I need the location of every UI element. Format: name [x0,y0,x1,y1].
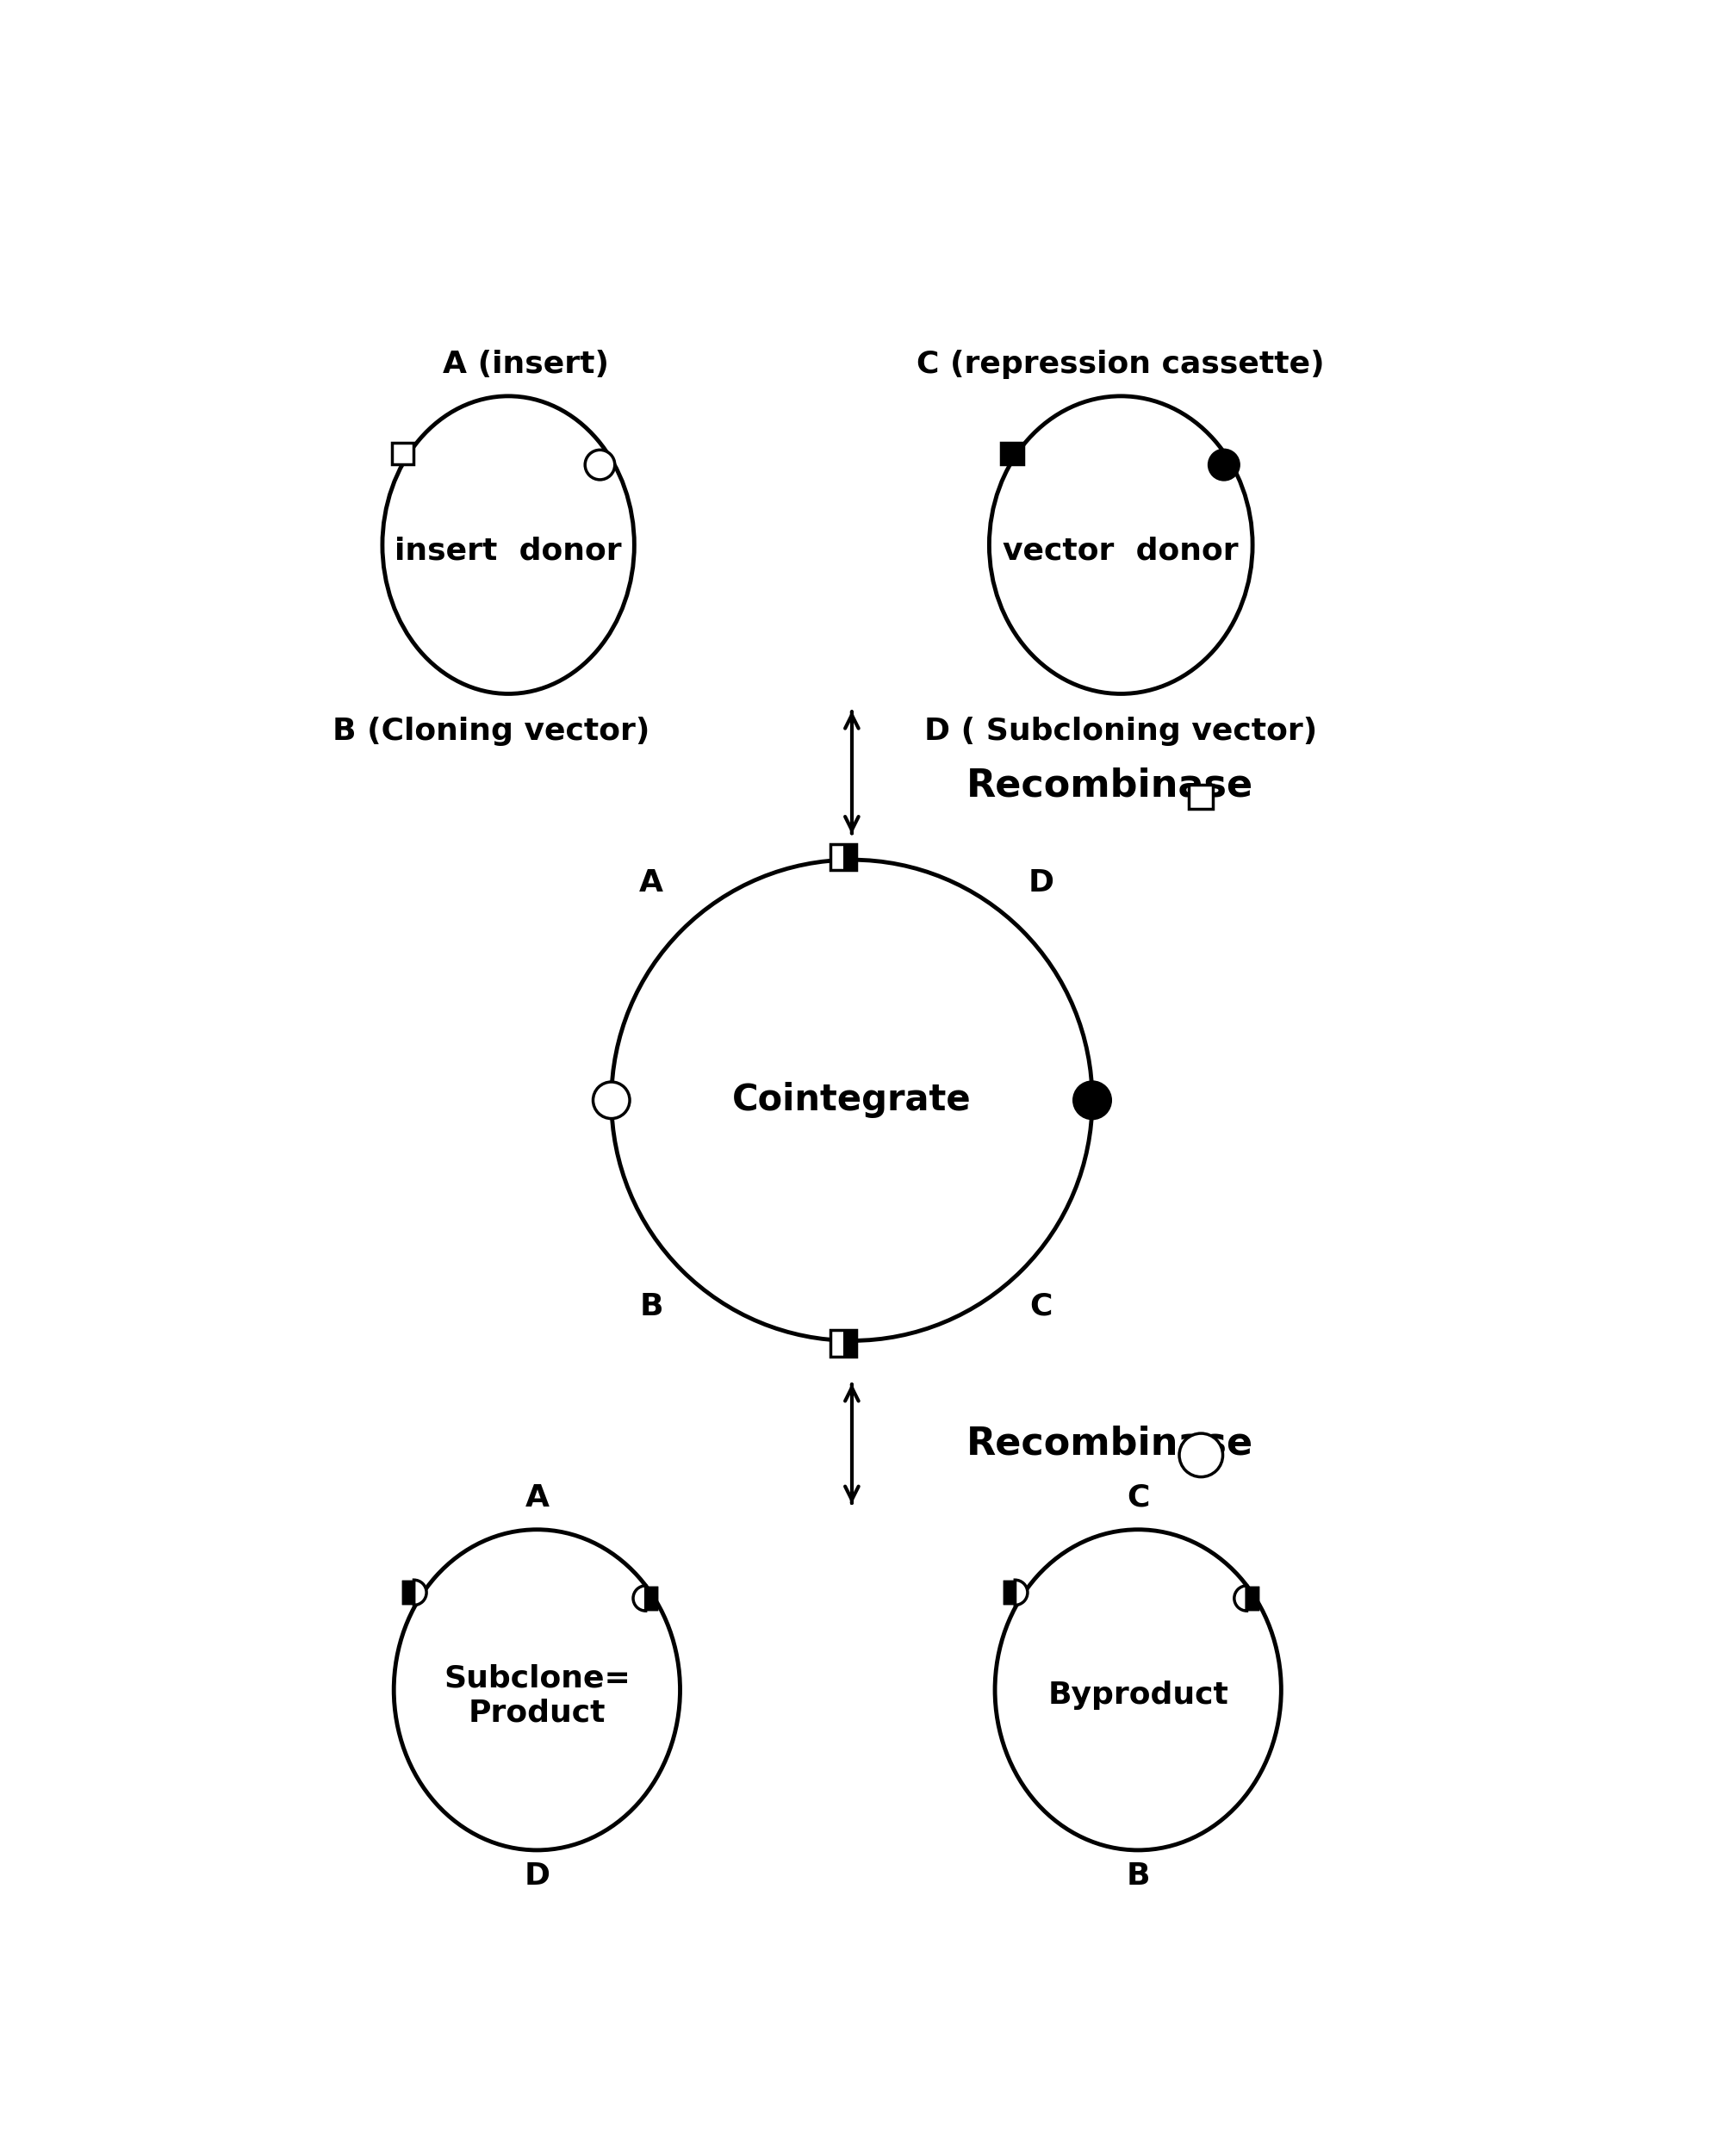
Bar [1189,785,1213,808]
Bar [831,1330,856,1356]
Text: A (insert): A (insert) [443,349,608,379]
Wedge shape [414,1580,427,1604]
Bar [391,442,414,464]
Circle shape [593,1082,629,1119]
Bar [831,1330,843,1356]
Text: C: C [1029,1291,1053,1322]
Wedge shape [1015,1580,1027,1604]
Ellipse shape [383,397,634,694]
Text: A: A [639,869,663,897]
Text: vector  donor: vector donor [1003,537,1239,565]
Circle shape [1179,1434,1222,1477]
Circle shape [584,451,615,479]
Text: B: B [1126,1861,1150,1891]
Text: Byproduct: Byproduct [1048,1682,1229,1710]
Text: D: D [1027,869,1054,897]
Wedge shape [632,1585,646,1611]
Text: D ( Subcloning vector): D ( Subcloning vector) [925,716,1318,746]
Ellipse shape [393,1529,680,1850]
Bar [1248,1587,1258,1608]
Bar [843,1330,856,1356]
Bar [831,843,856,871]
Ellipse shape [995,1529,1282,1850]
Text: Recombinase: Recombinase [966,768,1253,804]
Bar [1005,1583,1015,1604]
Text: C (repression cassette): C (repression cassette) [918,349,1324,379]
Text: Recombinase: Recombinase [966,1425,1253,1462]
Bar [646,1587,656,1608]
Bar [831,843,843,871]
Text: Subclone=
Product: Subclone= Product [444,1664,631,1727]
Text: D: D [525,1861,550,1891]
Bar [403,1583,414,1604]
Text: B (Cloning vector): B (Cloning vector) [333,716,649,746]
Bar [843,843,856,871]
Text: A: A [525,1483,549,1511]
Circle shape [1208,451,1239,479]
Bar [1248,1587,1258,1608]
Bar [646,1587,656,1608]
Text: insert  donor: insert donor [395,537,622,565]
Circle shape [612,860,1092,1341]
Bar [403,1583,414,1604]
Circle shape [1073,1082,1111,1119]
Bar [1001,442,1024,464]
Bar [1005,1583,1015,1604]
Text: C: C [1126,1483,1150,1511]
Wedge shape [1234,1585,1248,1611]
Text: B: B [639,1291,663,1322]
Ellipse shape [990,397,1253,694]
Text: Cointegrate: Cointegrate [731,1082,971,1119]
